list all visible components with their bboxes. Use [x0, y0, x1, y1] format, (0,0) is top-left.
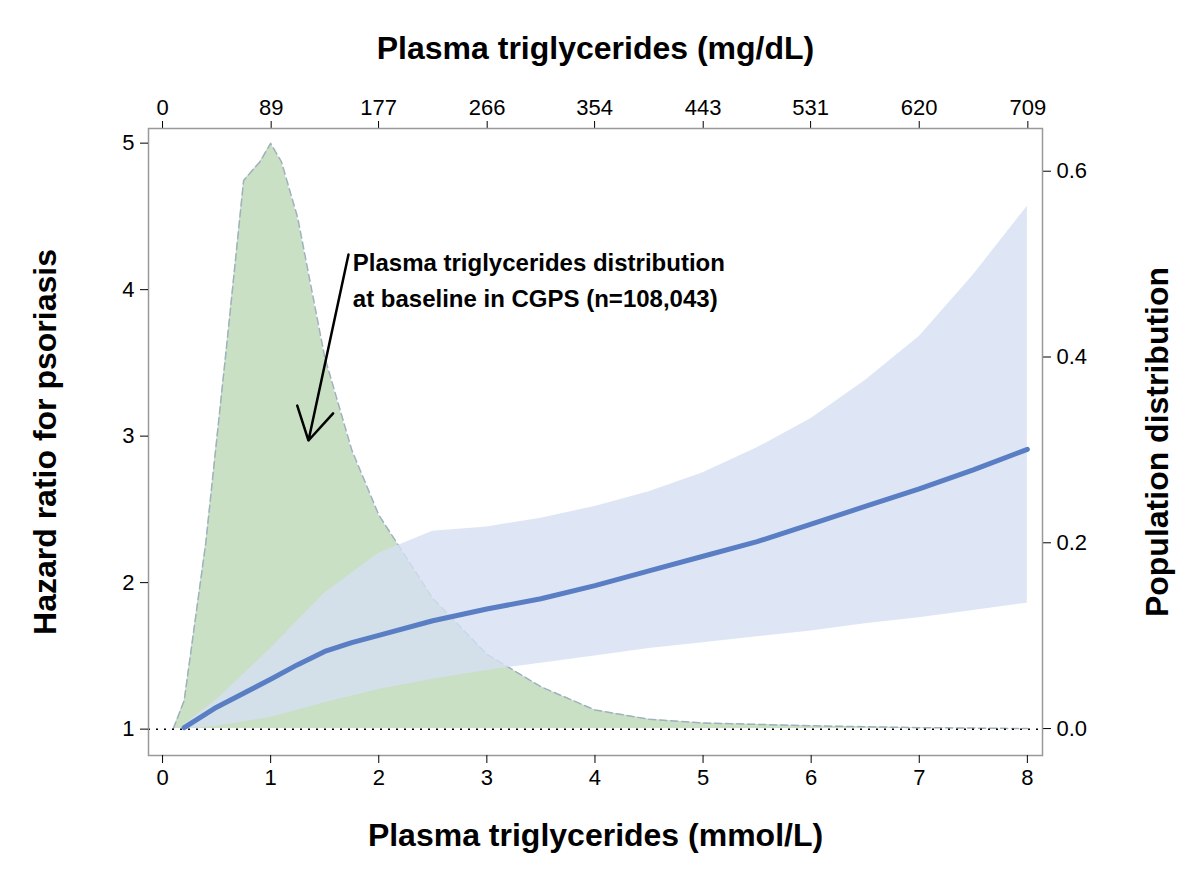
svg-text:2: 2 [373, 765, 385, 790]
svg-text:1: 1 [265, 765, 277, 790]
svg-text:7: 7 [913, 765, 925, 790]
svg-text:Plasma triglycerides (mg/dL): Plasma triglycerides (mg/dL) [377, 30, 814, 66]
svg-text:0.2: 0.2 [1057, 530, 1088, 555]
svg-text:620: 620 [901, 95, 938, 120]
svg-text:5: 5 [122, 130, 134, 155]
svg-text:4: 4 [122, 277, 134, 302]
svg-text:4: 4 [589, 765, 601, 790]
svg-text:709: 709 [1009, 95, 1046, 120]
svg-text:Plasma triglycerides (mmol/L): Plasma triglycerides (mmol/L) [368, 817, 823, 853]
svg-text:Population distribution: Population distribution [1139, 267, 1175, 617]
svg-text:3: 3 [481, 765, 493, 790]
svg-text:3: 3 [122, 423, 134, 448]
svg-text:6: 6 [805, 765, 817, 790]
svg-text:443: 443 [685, 95, 722, 120]
svg-text:531: 531 [792, 95, 829, 120]
svg-text:1: 1 [122, 716, 134, 741]
svg-text:266: 266 [469, 95, 506, 120]
svg-text:Plasma triglycerides distribut: Plasma triglycerides distributionat base… [353, 249, 725, 312]
svg-text:354: 354 [576, 95, 613, 120]
svg-text:89: 89 [259, 95, 283, 120]
svg-text:5: 5 [697, 765, 709, 790]
svg-text:8: 8 [1021, 765, 1033, 790]
svg-text:0: 0 [156, 95, 168, 120]
svg-text:Hazard ratio for psoriasis: Hazard ratio for psoriasis [27, 249, 63, 635]
svg-text:0.4: 0.4 [1057, 344, 1088, 369]
svg-text:2: 2 [122, 570, 134, 595]
svg-text:0.0: 0.0 [1057, 716, 1088, 741]
svg-text:0: 0 [156, 765, 168, 790]
svg-text:177: 177 [360, 95, 397, 120]
svg-text:0.6: 0.6 [1057, 158, 1088, 183]
